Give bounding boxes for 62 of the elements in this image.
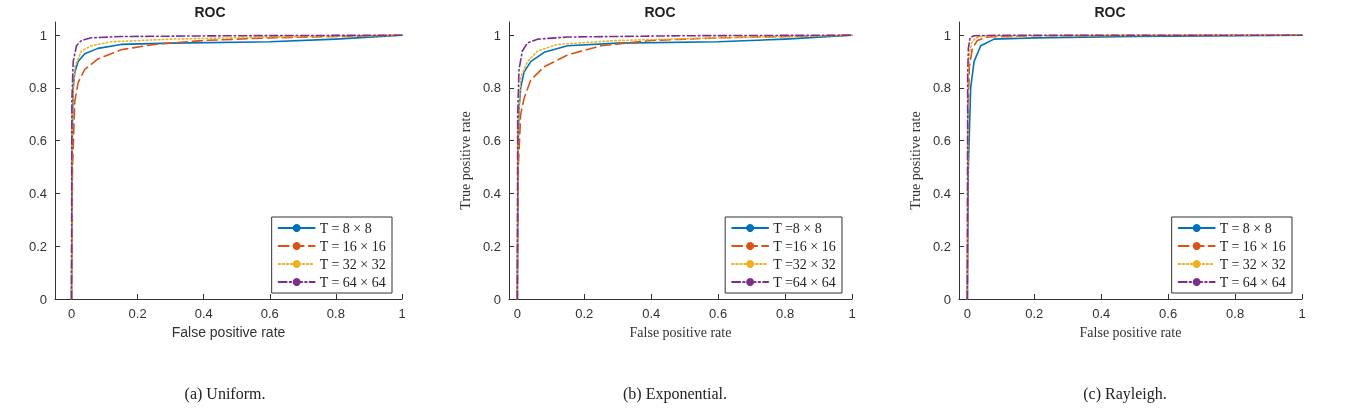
legend-label: T = 16 × 16 [319,238,386,254]
y-tick-label: 1 [493,27,501,43]
legend-label: T = 8 × 8 [319,220,372,236]
y-tick-label: 1 [39,27,47,43]
chart-title: ROC [194,4,226,20]
legend-label: T =8 × 8 [773,220,822,236]
y-tick-label: 0 [943,291,951,307]
x-tick-label: 0.4 [194,306,213,321]
legend-label: T = 32 × 32 [319,256,386,272]
x-axis-title: False positive rate [171,324,286,340]
y-tick-label: 0.8 [482,80,501,96]
x-tick-label: 0.8 [326,306,345,321]
y-tick-label: 1 [943,27,951,43]
text: (a) Uniform. [184,384,266,403]
x-tick-label: 0.2 [575,306,594,321]
y-tick-label: 0.8 [28,80,47,96]
x-tick-label: 1 [1298,306,1306,321]
y-tick-label: 0.4 [932,185,951,201]
text: (b) Exponential. [623,384,727,403]
x-axis-title: False positive rate [1079,324,1182,340]
x-tick-label: 0 [513,306,521,321]
y-tick-label: 0.6 [932,133,951,149]
line-series [966,34,1303,300]
y-tick-label: 0.2 [28,238,47,254]
y-tick-label: 0.6 [28,133,47,149]
x-tick-label: 0.4 [642,306,661,321]
legend-label: T = 16 × 16 [1219,238,1286,254]
y-tick-label: 0.4 [482,185,501,201]
x-tick-label: 0.8 [776,306,795,321]
x-tick-label: 1 [848,306,856,321]
y-tick-label: 0.6 [482,133,501,149]
x-tick-label: 0.8 [1226,306,1245,321]
legend-label: T = 8 × 8 [1219,220,1272,236]
x-tick-label: 0.6 [1159,306,1178,321]
y-axis-title: True positive rate [907,111,923,210]
x-tick-label: 0.6 [260,306,279,321]
legend-label: T = 32 × 32 [1219,256,1286,272]
x-tick-label: 0 [67,306,76,321]
legend-label: T =32 × 32 [773,256,836,272]
y-tick-label: 0 [493,291,501,307]
x-tick-label: 0.6 [709,306,728,321]
x-axis-title: False positive rate [629,324,732,340]
legend-label: T =64 × 64 [773,274,836,290]
x-tick-label: 1 [398,306,406,321]
line-series [70,34,403,300]
y-tick-label: 0.8 [932,80,951,96]
chart-title: ROC [644,4,676,20]
x-tick-label: 0.4 [1092,306,1111,321]
x-tick-label: 0 [963,306,971,321]
y-axis-title: True positive rate [457,111,473,210]
legend-label: T = 64 × 64 [1219,274,1286,290]
x-tick-label: 0.2 [128,306,147,321]
y-tick-label: 0.4 [28,185,47,201]
legend-label: T = 64 × 64 [319,274,386,290]
line-series [516,34,853,300]
y-tick-label: 0.2 [932,238,951,254]
x-tick-label: 0.2 [1025,306,1044,321]
y-tick-label: 0.2 [482,238,501,254]
text: (c) Rayleigh. [1083,384,1167,403]
chart-title: ROC [1094,4,1126,20]
y-tick-label: 0 [39,291,47,307]
legend-label: T =16 × 16 [773,238,836,254]
